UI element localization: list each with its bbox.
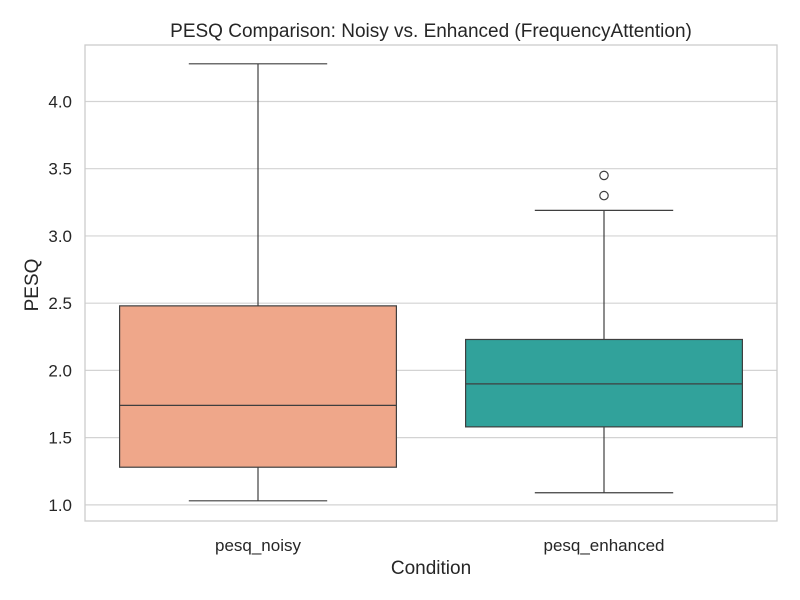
x-tick-label: pesq_enhanced <box>543 536 664 555</box>
outlier-point <box>599 190 609 201</box>
chart-title: PESQ Comparison: Noisy vs. Enhanced (Fre… <box>170 21 692 42</box>
x-axis-label: Condition <box>391 558 471 579</box>
iqr-box <box>465 338 743 428</box>
boxes <box>118 63 743 502</box>
y-axis-label: PESQ <box>22 259 43 312</box>
y-tick-label: 3.0 <box>48 227 72 246</box>
y-tick-labels: 1.0 1.5 2.0 2.5 3.0 3.5 4.0 <box>48 92 72 514</box>
y-tick-label: 1.0 <box>48 496 72 515</box>
box-pesq_noisy <box>118 63 397 502</box>
y-tick-label: 4.0 <box>48 92 72 111</box>
x-tick-labels: pesq_noisy pesq_enhanced <box>215 536 665 555</box>
y-tick-label: 2.0 <box>48 361 72 380</box>
iqr-box <box>118 305 397 468</box>
y-tick-label: 2.5 <box>48 294 72 313</box>
x-tick-label: pesq_noisy <box>215 536 302 555</box>
plot-frame <box>84 44 778 522</box>
y-tick-label: 3.5 <box>48 160 72 179</box>
box-pesq_enhanced <box>465 170 743 494</box>
outlier-point <box>599 170 609 181</box>
y-tick-label: 1.5 <box>48 429 72 448</box>
